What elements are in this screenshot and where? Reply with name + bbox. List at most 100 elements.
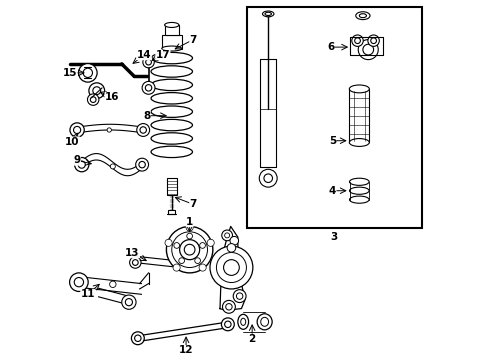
Text: 10: 10 xyxy=(65,137,80,147)
Circle shape xyxy=(355,38,360,44)
Circle shape xyxy=(172,232,207,267)
Text: 13: 13 xyxy=(125,248,140,258)
Ellipse shape xyxy=(349,178,369,185)
Circle shape xyxy=(136,158,148,171)
Ellipse shape xyxy=(356,12,370,19)
Ellipse shape xyxy=(151,106,193,117)
Circle shape xyxy=(74,126,81,134)
Circle shape xyxy=(264,174,272,183)
Circle shape xyxy=(78,161,85,168)
Circle shape xyxy=(140,127,147,133)
Ellipse shape xyxy=(151,66,193,77)
Circle shape xyxy=(226,303,232,310)
Circle shape xyxy=(142,81,155,94)
Circle shape xyxy=(224,321,231,328)
Circle shape xyxy=(358,40,378,60)
Ellipse shape xyxy=(263,11,274,17)
Text: 9: 9 xyxy=(74,156,81,165)
Ellipse shape xyxy=(151,93,193,104)
Circle shape xyxy=(207,239,214,246)
Bar xyxy=(165,25,179,35)
Circle shape xyxy=(200,243,205,248)
Circle shape xyxy=(217,252,246,283)
Circle shape xyxy=(110,164,115,169)
Circle shape xyxy=(210,246,253,289)
Ellipse shape xyxy=(241,318,245,325)
Circle shape xyxy=(83,68,93,77)
Circle shape xyxy=(352,35,363,46)
Text: 17: 17 xyxy=(155,50,170,60)
Circle shape xyxy=(89,83,104,99)
Text: 15: 15 xyxy=(63,68,77,78)
Text: 7: 7 xyxy=(190,35,197,45)
Circle shape xyxy=(146,85,152,91)
Circle shape xyxy=(70,123,84,137)
Bar xyxy=(167,178,177,195)
Circle shape xyxy=(135,335,141,342)
Circle shape xyxy=(224,233,230,238)
Circle shape xyxy=(88,94,99,105)
Bar xyxy=(247,7,422,228)
Bar xyxy=(349,89,369,143)
Circle shape xyxy=(131,332,144,345)
Circle shape xyxy=(74,157,89,172)
Ellipse shape xyxy=(349,196,369,203)
Ellipse shape xyxy=(349,187,369,194)
Text: 1: 1 xyxy=(186,217,193,227)
Ellipse shape xyxy=(265,12,271,15)
Circle shape xyxy=(90,97,96,103)
Ellipse shape xyxy=(257,314,272,330)
Bar xyxy=(162,35,182,49)
Circle shape xyxy=(174,243,179,248)
Circle shape xyxy=(143,57,154,68)
Circle shape xyxy=(363,44,373,55)
Ellipse shape xyxy=(151,79,193,91)
Circle shape xyxy=(165,239,172,246)
Circle shape xyxy=(180,240,199,260)
Circle shape xyxy=(179,258,185,264)
Bar xyxy=(168,210,175,214)
Circle shape xyxy=(173,264,180,271)
Ellipse shape xyxy=(162,46,182,51)
Circle shape xyxy=(259,169,277,187)
Circle shape xyxy=(222,230,232,241)
Circle shape xyxy=(237,293,243,299)
Text: 12: 12 xyxy=(179,345,194,355)
Ellipse shape xyxy=(165,22,179,27)
Circle shape xyxy=(130,257,141,268)
Circle shape xyxy=(137,123,149,136)
Circle shape xyxy=(230,237,239,245)
Ellipse shape xyxy=(151,146,193,158)
Circle shape xyxy=(122,295,136,309)
Text: 14: 14 xyxy=(137,50,151,60)
Text: 2: 2 xyxy=(248,334,256,344)
Polygon shape xyxy=(220,226,245,310)
Ellipse shape xyxy=(349,139,369,147)
Circle shape xyxy=(132,260,138,265)
Circle shape xyxy=(222,300,235,313)
Circle shape xyxy=(167,226,213,273)
Ellipse shape xyxy=(349,85,369,93)
Text: 8: 8 xyxy=(143,111,150,121)
Circle shape xyxy=(110,281,116,288)
Text: 6: 6 xyxy=(327,42,334,52)
Text: 3: 3 xyxy=(331,232,338,242)
Circle shape xyxy=(107,128,111,132)
Circle shape xyxy=(70,273,88,292)
Circle shape xyxy=(371,38,376,44)
Ellipse shape xyxy=(151,53,193,64)
Circle shape xyxy=(74,278,83,287)
Ellipse shape xyxy=(151,133,193,144)
Circle shape xyxy=(199,264,206,271)
Ellipse shape xyxy=(261,318,269,326)
Circle shape xyxy=(139,161,146,168)
Ellipse shape xyxy=(238,314,248,329)
Circle shape xyxy=(78,64,97,82)
Circle shape xyxy=(227,244,236,252)
Circle shape xyxy=(186,224,193,231)
Circle shape xyxy=(184,244,195,255)
Ellipse shape xyxy=(359,14,367,18)
Text: 4: 4 xyxy=(329,186,336,196)
Circle shape xyxy=(195,258,200,264)
Circle shape xyxy=(186,260,198,271)
